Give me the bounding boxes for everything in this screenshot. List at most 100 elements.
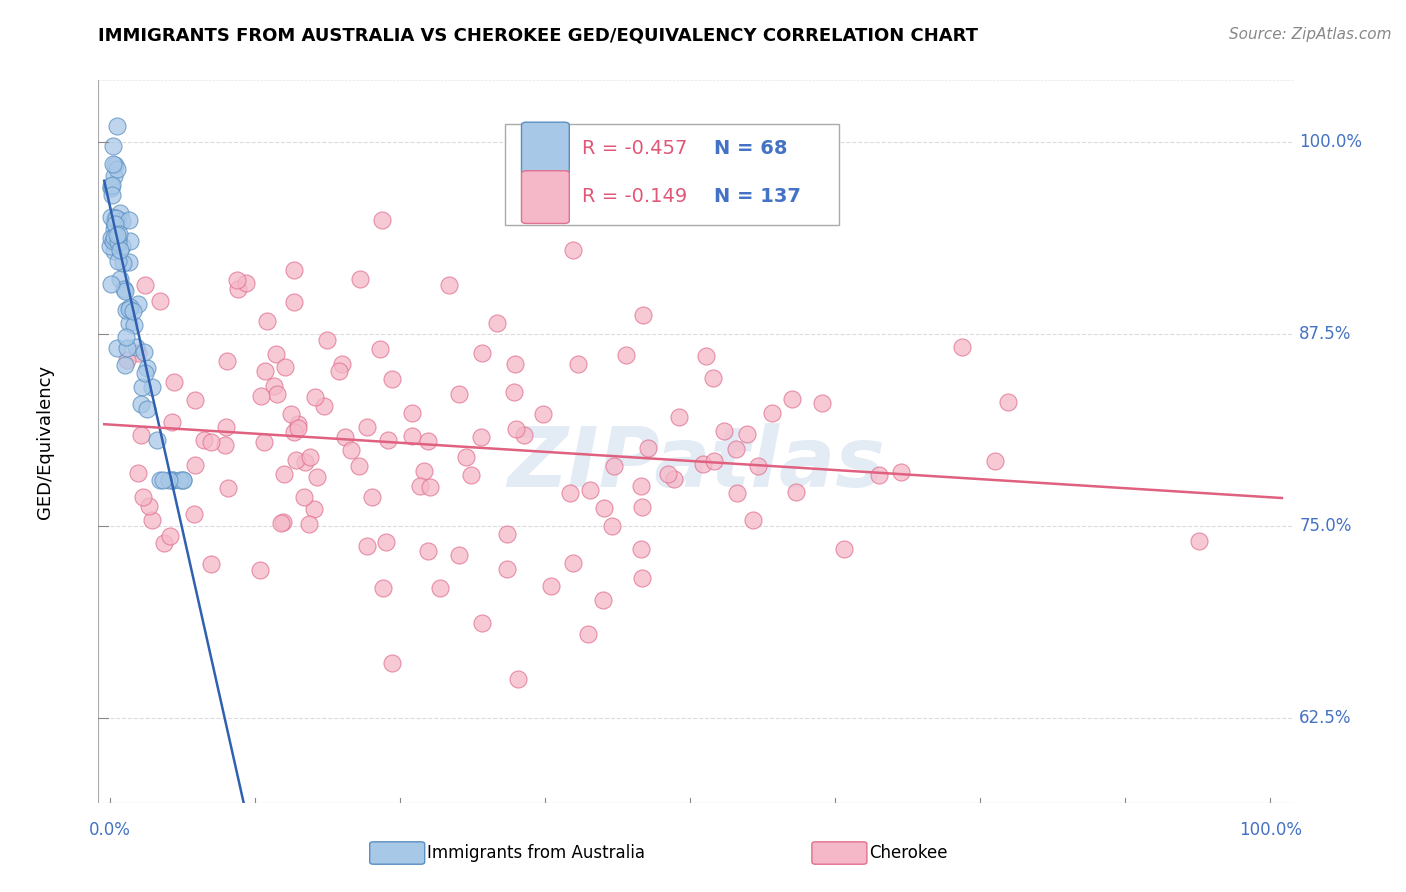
Point [100,238,122,252]
Point [294,454,316,468]
Point [1188,533,1211,548]
Point [283,425,305,440]
Point [950,340,973,354]
Point [576,627,599,641]
Point [101,188,124,202]
Point [172,473,194,487]
Text: 100.0%: 100.0% [1239,822,1302,839]
Point [160,473,183,487]
Point [418,543,440,558]
Point [657,467,679,482]
Point [273,359,295,374]
Point [111,238,134,252]
Point [256,314,278,328]
Point [105,120,128,134]
Point [558,485,581,500]
Point [105,228,128,243]
Point [214,438,236,452]
Point [252,434,274,449]
Point [108,272,131,286]
Point [141,380,163,394]
Point [713,424,735,438]
Point [470,430,492,444]
Point [349,272,371,286]
Text: IMMIGRANTS FROM AUSTRALIA VS CHEROKEE GED/EQUIVALENCY CORRELATION CHART: IMMIGRANTS FROM AUSTRALIA VS CHEROKEE GE… [98,27,979,45]
Text: 62.5%: 62.5% [1299,709,1351,727]
Point [184,458,207,473]
Point [373,582,395,596]
Point [146,433,169,447]
Point [692,457,714,471]
Point [103,230,125,244]
Point [183,508,205,522]
Point [600,519,623,533]
Point [703,454,725,468]
Point [356,420,378,434]
Point [104,211,127,225]
Point [761,406,783,420]
Point [540,579,562,593]
Point [215,354,238,368]
Point [328,364,350,378]
Point [330,357,353,371]
Point [249,563,271,577]
Point [141,513,163,527]
Point [695,349,717,363]
Point [287,417,309,432]
Point [114,284,136,298]
Point [103,221,125,235]
Point [631,571,654,585]
Point [107,253,129,268]
Point [101,178,124,193]
Point [101,234,124,248]
Point [273,467,295,481]
Point [471,345,494,359]
Point [283,294,305,309]
Point [592,592,614,607]
Point [630,500,652,514]
Point [127,297,149,311]
Point [614,347,637,361]
FancyBboxPatch shape [505,124,839,225]
Point [103,217,125,231]
Point [129,396,152,410]
Point [100,178,122,193]
Point [419,480,441,494]
Point [101,138,124,153]
Point [505,422,527,436]
Point [439,278,461,293]
Point [200,557,222,571]
Point [506,673,529,687]
Point [249,389,271,403]
Point [416,434,439,449]
FancyBboxPatch shape [370,842,425,864]
Point [193,433,215,447]
Point [115,342,138,356]
Point [471,615,494,630]
Text: N = 68: N = 68 [714,138,787,158]
Point [495,562,517,576]
Point [460,468,482,483]
Point [340,443,363,458]
Point [662,472,685,486]
Point [149,473,172,487]
Point [361,490,384,504]
Point [579,483,602,498]
Point [103,215,125,229]
Point [401,429,423,443]
Point [107,215,129,229]
Point [454,450,477,464]
Point [235,276,257,290]
Text: 87.5%: 87.5% [1299,325,1351,343]
Point [298,517,321,532]
Text: GED/Equivalency: GED/Equivalency [35,365,53,518]
Point [725,486,748,500]
Point [200,435,222,450]
Point [103,233,125,247]
Point [162,473,184,487]
Point [561,243,583,257]
Point [108,227,131,241]
Text: R = -0.457: R = -0.457 [582,138,688,158]
Point [122,318,145,333]
Point [132,344,155,359]
